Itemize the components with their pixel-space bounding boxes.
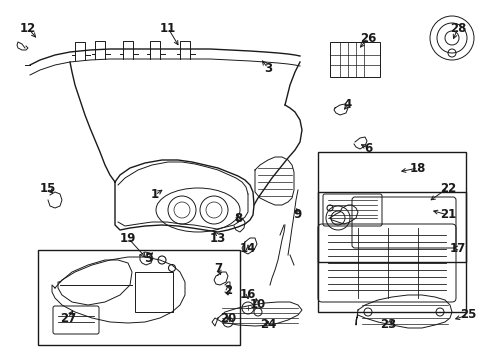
- Text: 26: 26: [359, 31, 375, 45]
- Bar: [329, 42, 379, 77]
- Text: 9: 9: [293, 208, 302, 221]
- Text: 25: 25: [459, 309, 475, 321]
- Text: 11: 11: [160, 22, 176, 35]
- Text: 20: 20: [220, 311, 236, 324]
- Text: 24: 24: [259, 319, 276, 332]
- Text: 16: 16: [239, 288, 256, 302]
- Text: 19: 19: [120, 231, 136, 244]
- Text: 8: 8: [233, 211, 242, 225]
- Text: 12: 12: [20, 22, 36, 35]
- Bar: [135, 272, 173, 312]
- Text: 22: 22: [439, 181, 455, 194]
- Text: 17: 17: [449, 242, 465, 255]
- Text: 13: 13: [209, 231, 225, 244]
- Text: 27: 27: [60, 311, 76, 324]
- Text: 4: 4: [343, 99, 351, 112]
- Text: 2: 2: [224, 284, 232, 297]
- Text: 3: 3: [264, 62, 271, 75]
- Bar: [38, 250, 240, 345]
- Text: 5: 5: [143, 252, 152, 265]
- Text: 1: 1: [151, 189, 159, 202]
- Bar: [317, 152, 465, 262]
- Text: 18: 18: [409, 162, 426, 175]
- Bar: [317, 192, 465, 312]
- Text: 10: 10: [249, 298, 265, 311]
- Text: 7: 7: [214, 261, 222, 274]
- Text: 6: 6: [363, 141, 371, 154]
- Text: 15: 15: [40, 181, 56, 194]
- Text: 28: 28: [449, 22, 465, 35]
- Text: 14: 14: [239, 242, 256, 255]
- Text: 23: 23: [379, 319, 395, 332]
- Text: 21: 21: [439, 208, 455, 221]
